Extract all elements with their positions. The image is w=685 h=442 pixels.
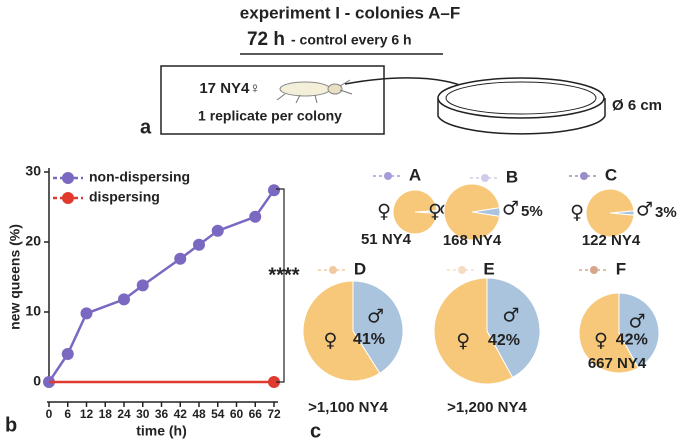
value-label: 42% [488,332,520,349]
duration: 72 h [247,29,285,50]
value-label: 42% [616,331,648,348]
value-label: 5% [521,203,543,220]
setup-line1: 17 NY4♀ [199,80,260,97]
pie-slice [585,188,635,238]
legend-label: dispersing [89,189,160,205]
x-tick-label: 42 [174,407,188,421]
legend-marker [62,172,74,184]
figure-title: experiment I - colonies A–F [240,3,460,22]
pie-title: C [605,165,617,184]
female-symbol: ♀ [456,330,470,352]
legend-marker [458,266,466,274]
x-tick-label: 18 [99,407,113,421]
point [211,224,224,237]
legend-marker [580,172,588,180]
x-tick-label: 6 [64,407,71,421]
pie-caption: 168 NY4 [443,232,502,249]
male-symbol: ♂ [502,305,519,327]
significance: **** [268,264,299,286]
x-tick-label: 12 [80,407,94,421]
pie-slice [302,280,381,382]
y-tick-label: 10 [25,303,41,319]
pie-slice [443,183,501,241]
female-symbol: ♀ [594,330,608,352]
male-symbol: ♂ [628,310,645,332]
setup-line2: 1 replicate per colony [198,108,342,124]
pie-caption: >1,100 NY4 [308,399,388,416]
pie-caption: >1,200 NY4 [447,399,527,416]
x-tick-label: 24 [117,407,131,421]
y-tick-label: 20 [25,233,41,249]
point [118,293,130,306]
female-symbol: ♀ [428,201,442,223]
insect [276,79,353,104]
value-label: 3% [655,204,677,221]
point [249,210,262,223]
x-tick-label: 66 [249,407,263,421]
x-tick-label: 72 [267,407,281,421]
male-symbol: ♂ [502,198,519,220]
pie-caption: 122 NY4 [582,232,641,249]
y-axis-label: new queens (%) [7,224,23,330]
point [61,348,74,360]
point [193,238,205,251]
pie-slice [486,277,541,379]
pie-title: A [409,165,421,184]
pie-title: F [616,259,626,278]
x-tick-label: 0 [46,407,53,421]
pie-title: D [354,259,366,278]
male-symbol: ♂ [636,199,653,221]
panel-label: c [310,420,321,442]
x-axis-label: time (h) [136,423,187,439]
pie-caption: 667 NY4 [588,355,647,372]
pie-title: E [483,259,494,278]
point [174,252,187,265]
dish-size: Ø 6 cm [612,97,662,114]
pie-caption: 51 NY4 [361,231,412,248]
pie-slice [433,277,514,385]
x-tick-label: 36 [155,407,169,421]
female-symbol: ♀ [324,330,338,352]
point [80,307,93,320]
panel-label: a [140,116,152,138]
legend-marker [481,174,489,182]
x-tick-label: 30 [136,407,150,421]
pie-slice [392,189,438,235]
value-label: 41% [353,331,385,348]
legend-marker [384,172,392,180]
y-tick-label: 0 [33,373,41,389]
pie-title: B [506,167,518,186]
panel-label: b [5,414,17,436]
pie-slice [578,292,639,374]
legend-label: non-dispersing [89,169,190,185]
setup-box [160,65,385,135]
point [268,184,280,197]
series-line [47,189,276,383]
significance-bracket [276,188,285,383]
legend-marker [329,266,337,274]
point [268,376,280,388]
petri-dish [437,77,606,135]
pie-slice [618,292,660,369]
point [136,279,149,292]
y-tick-label: 30 [25,163,41,179]
legend-marker [590,266,598,274]
male-symbol: ♂ [367,306,384,328]
female-symbol: ♀ [570,202,584,224]
x-tick-label: 54 [211,407,225,421]
legend-marker [62,192,74,204]
x-tick-label: 60 [230,407,244,421]
x-tick-label: 48 [192,407,206,421]
control-interval: - control every 6 h [291,32,412,48]
female-symbol: ♀ [377,201,391,223]
